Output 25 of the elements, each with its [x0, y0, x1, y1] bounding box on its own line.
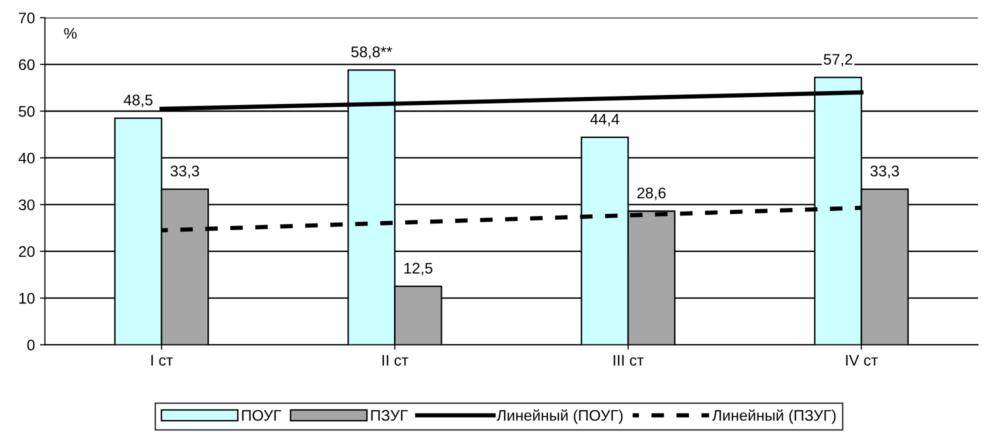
- y-tick-label: 40: [18, 152, 35, 164]
- y-tick-label: 0: [27, 340, 35, 350]
- data-label: 48,5: [124, 94, 152, 108]
- x-tick-label: I ст: [151, 355, 173, 366]
- y-axis-title: %: [64, 28, 77, 39]
- x-tick-label: IV ст: [846, 355, 878, 366]
- y-tick-label: 60: [18, 59, 35, 70]
- legend-label: ПОУГ: [242, 410, 282, 421]
- data-label: 28,6: [637, 188, 666, 200]
- y-tick-label: 30: [18, 199, 35, 210]
- legend-label: Линейный (ПЗУГ): [712, 409, 836, 424]
- data-label: 33,3: [870, 166, 899, 178]
- data-label: 33,3: [170, 166, 200, 178]
- x-tick-label: III ст: [614, 355, 644, 366]
- y-tick-label: 70: [18, 12, 35, 24]
- data-label: 58,8**: [351, 46, 392, 60]
- y-tick-label: 10: [19, 292, 35, 304]
- x-tick-label: II ст: [382, 355, 408, 366]
- y-tick-label: 20: [18, 246, 35, 257]
- y-tick-label: 50: [18, 106, 35, 117]
- data-label: 57,2: [824, 54, 852, 67]
- legend-label: Линейный (ПОУГ): [496, 409, 623, 424]
- data-label: 44,4: [590, 114, 620, 126]
- data-label: 12,5: [404, 262, 432, 276]
- legend-label: ПЗУГ: [371, 410, 408, 421]
